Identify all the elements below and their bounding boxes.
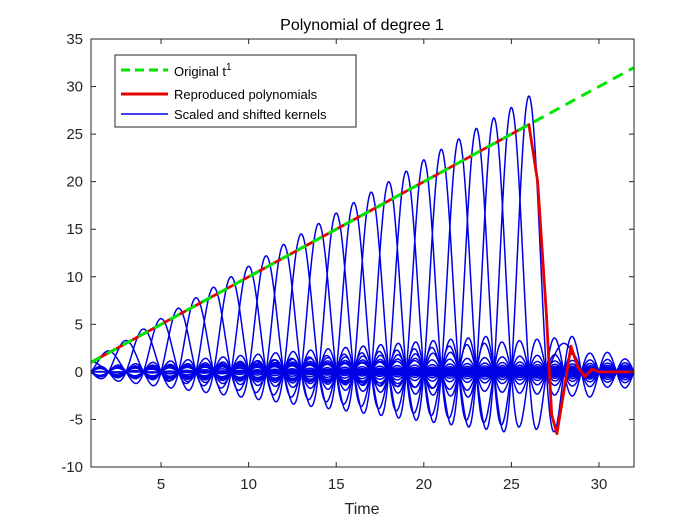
- x-tick-label: 25: [503, 476, 520, 493]
- x-tick-label: 30: [591, 476, 608, 493]
- x-axis-label: Time: [345, 501, 380, 518]
- x-tick-label: 5: [157, 476, 165, 493]
- chart-title: Polynomial of degree 1: [280, 17, 444, 34]
- ticks-layer: 5 10 15 20 25 30 -10 -5 0 5 10 15 20 25 30 35: [61, 31, 634, 493]
- y-tick-label: 20: [66, 174, 83, 191]
- y-tick-label: 5: [75, 316, 83, 333]
- y-tick-label: 25: [66, 126, 83, 143]
- y-tick-label: 10: [66, 269, 83, 286]
- kernel-line: [91, 342, 634, 379]
- x-tick-label: 15: [328, 476, 345, 493]
- legend: Original t1 Reproduced polynomials Scale…: [114, 54, 357, 128]
- series-layer: [91, 66, 634, 436]
- y-tick-label: 0: [75, 364, 83, 381]
- x-tick-label: 20: [415, 476, 432, 493]
- axes-box: [90, 38, 635, 468]
- x-tick-label: 10: [240, 476, 257, 493]
- kernel-line: [91, 106, 634, 431]
- y-tick-label: -5: [70, 411, 83, 428]
- kernel-line: [91, 95, 634, 433]
- legend-label-kernels: Scaled and shifted kernels: [174, 107, 327, 122]
- y-tick-label: 30: [66, 79, 83, 96]
- reproduced-polynomial-line: [91, 123, 634, 436]
- legend-label-original: Original t1: [174, 62, 232, 79]
- legend-label-reproduced: Reproduced polynomials: [174, 87, 318, 102]
- y-tick-label: 35: [66, 31, 83, 48]
- original-polynomial-line: [91, 66, 634, 364]
- legend-box: [114, 54, 357, 128]
- y-tick-label: -10: [61, 459, 83, 476]
- y-tick-label: 15: [66, 221, 83, 238]
- series-group: [91, 66, 634, 436]
